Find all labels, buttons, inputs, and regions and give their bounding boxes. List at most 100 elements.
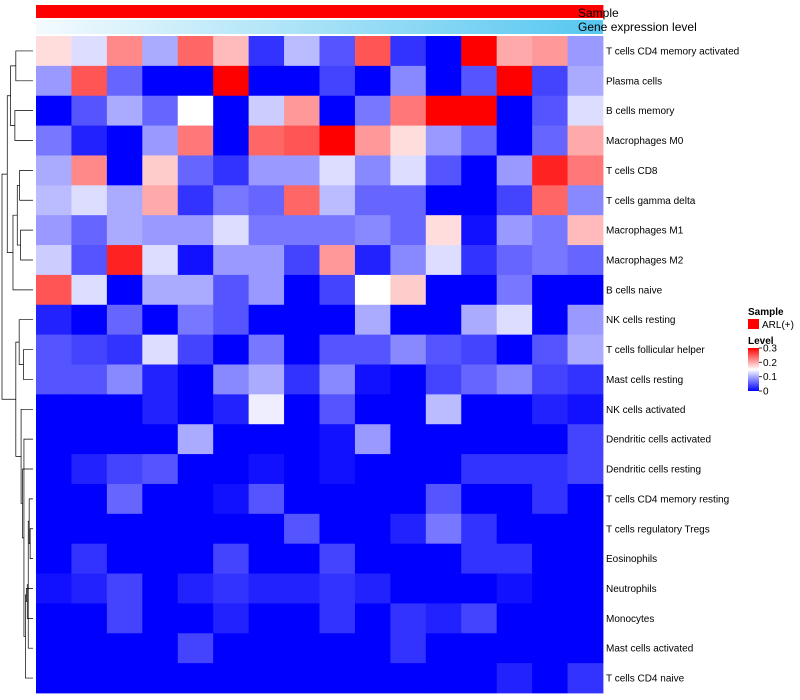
heatmap-cell — [354, 245, 391, 276]
heatmap-cell — [248, 274, 285, 306]
heatmap-cell — [177, 424, 214, 455]
heatmap-cell — [532, 483, 568, 515]
heatmap-cell — [496, 483, 533, 515]
heatmap-cell — [425, 304, 462, 336]
heatmap-cell — [142, 483, 179, 515]
heatmap-cell — [36, 454, 72, 485]
heatmap-cell — [36, 36, 72, 67]
sample-annotation-track — [36, 5, 604, 18]
heatmap-cell — [142, 125, 179, 156]
row-label: B cells naive — [606, 285, 663, 296]
sample-annotation-cell — [213, 5, 250, 18]
sample-annotation-cell — [354, 5, 391, 18]
dendrogram-branch — [20, 229, 33, 261]
heatmap-cell — [461, 334, 498, 365]
heatmap-cell — [567, 334, 604, 365]
heatmap-cell — [213, 603, 250, 634]
sample-annotation-cell — [284, 5, 320, 18]
sample-annotation-cell — [390, 5, 427, 18]
heatmap-cell — [248, 424, 285, 455]
heatmap-cell — [390, 663, 427, 694]
heatmap-cell — [213, 334, 250, 365]
heatmap-cell — [177, 454, 214, 485]
heatmap-cell — [461, 603, 498, 634]
heatmap-cell — [106, 95, 143, 126]
heatmap-cell — [567, 304, 604, 336]
heatmap-cell — [142, 573, 179, 604]
heatmap-cell — [284, 155, 320, 186]
heatmap-cell — [106, 483, 143, 515]
heatmap-cell — [461, 65, 498, 97]
heatmap-cell — [425, 185, 462, 216]
sample-annotation-cell — [461, 5, 498, 18]
heatmap-cell — [567, 424, 604, 455]
heatmap-cell — [567, 603, 604, 634]
heatmap-cell — [213, 394, 250, 425]
heatmap-cell — [106, 125, 143, 156]
row-label: Monocytes — [606, 614, 654, 625]
heatmap-cell — [354, 573, 391, 604]
sample-annotation-cell — [248, 5, 285, 18]
heatmap-cell — [248, 573, 285, 604]
heatmap-cell — [284, 424, 320, 455]
heatmap-cell — [284, 603, 320, 634]
heatmap-cell — [319, 483, 356, 515]
heatmap-cell — [36, 155, 72, 186]
heatmap-cell — [284, 633, 320, 664]
heatmap-cell — [106, 185, 143, 216]
heatmap-cell — [496, 215, 533, 246]
heatmap-cell — [177, 65, 214, 97]
sample-legend: Sample ARL(+) — [748, 307, 794, 331]
row-label: NK cells activated — [606, 405, 685, 416]
heatmap-cell — [532, 543, 568, 574]
heatmap-cell — [71, 483, 108, 515]
heatmap-cell — [106, 543, 143, 574]
heatmap-cell — [71, 454, 108, 485]
heatmap-cell — [213, 215, 250, 246]
heatmap-cell — [248, 185, 285, 216]
sample-annotation-cell — [496, 5, 533, 18]
level-legend-colorbar — [748, 348, 759, 391]
heatmap-cell — [177, 95, 214, 126]
heatmap-cell — [106, 215, 143, 246]
heatmap-cell — [248, 663, 285, 694]
heatmap-cell — [284, 215, 320, 246]
heatmap-cell — [248, 394, 285, 425]
heatmap-cell — [248, 454, 285, 485]
heatmap-cell — [36, 424, 72, 455]
heatmap-cell — [284, 245, 320, 276]
heatmap-cell — [354, 215, 391, 246]
heatmap-cell — [496, 36, 533, 67]
heatmap-cell — [567, 663, 604, 694]
heatmap-cell — [496, 155, 533, 186]
heatmap-cell — [248, 155, 285, 186]
heatmap-cell — [248, 36, 285, 67]
heatmap-cell — [319, 424, 356, 455]
heatmap-cell — [354, 424, 391, 455]
heatmap-cell — [36, 364, 72, 395]
heatmap-cell — [284, 663, 320, 694]
heatmap-cell — [532, 334, 568, 365]
heatmap-cell — [390, 215, 427, 246]
heatmap-cell — [36, 334, 72, 365]
row-label: T cells CD4 memory resting — [606, 494, 729, 505]
heatmap-cell — [567, 394, 604, 425]
row-label: Dendritic cells activated — [606, 435, 711, 446]
heatmap-cell — [532, 125, 568, 156]
heatmap-cell — [390, 513, 427, 545]
heatmap-cell — [390, 454, 427, 485]
heatmap-cell — [142, 603, 179, 634]
heatmap-cell — [142, 334, 179, 365]
heatmap-cell — [142, 245, 179, 276]
heatmap-cell — [177, 663, 214, 694]
heatmap-cell — [106, 394, 143, 425]
heatmap-cell — [71, 334, 108, 365]
heatmap-cell — [213, 65, 250, 97]
heatmap-cell — [71, 274, 108, 306]
heatmap-cell — [461, 245, 498, 276]
row-label: NK cells resting — [606, 315, 675, 326]
heatmap-cell — [390, 483, 427, 515]
heatmap-cell — [461, 483, 498, 515]
level-legend-tick-label: 0.2 — [763, 358, 777, 369]
heatmap-cells — [36, 36, 604, 694]
